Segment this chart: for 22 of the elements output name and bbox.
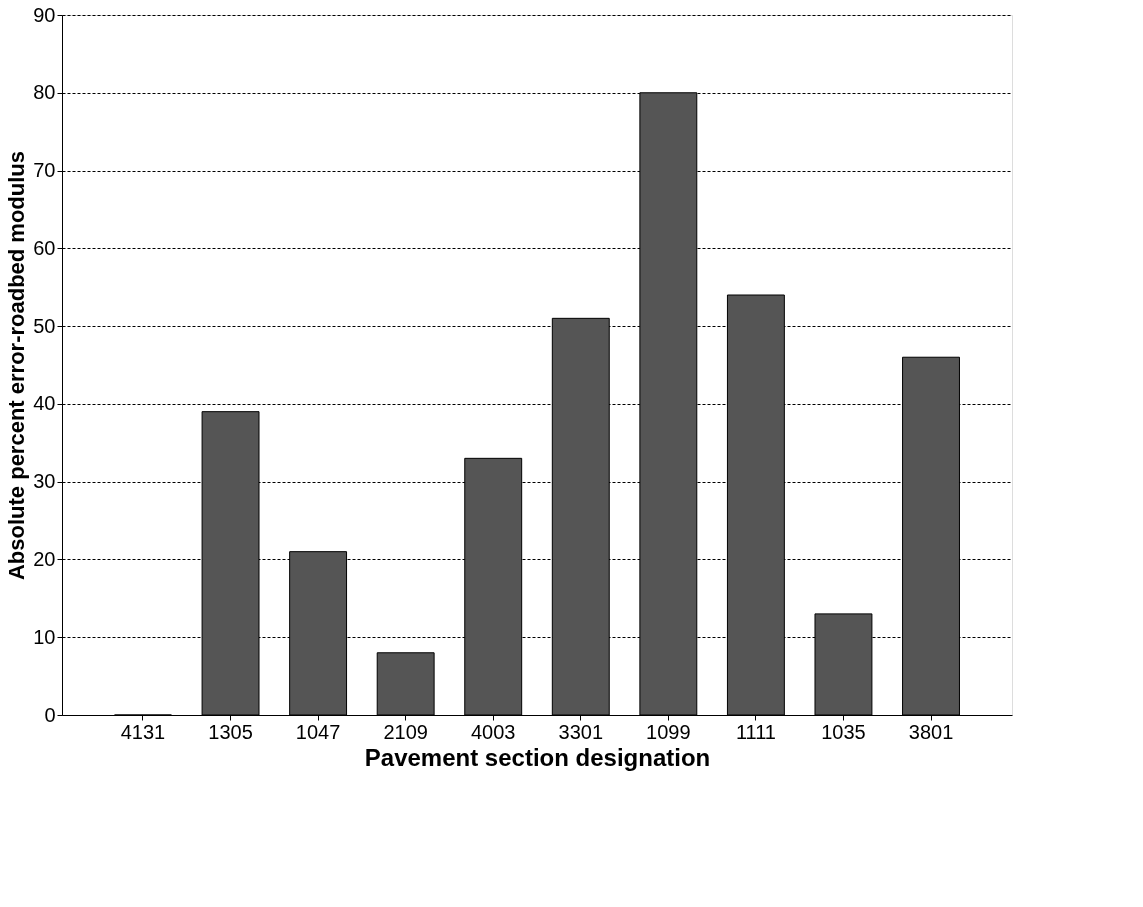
- x-tick-label: 4003: [470, 720, 516, 743]
- y-tick-label: 90: [33, 3, 56, 26]
- x-tick-label: 1111: [735, 720, 776, 743]
- x-tick-label: 3301: [558, 720, 604, 743]
- y-tick-label: 80: [33, 81, 56, 104]
- x-tick-label: 3801: [908, 720, 954, 743]
- y-tick-label: 30: [33, 470, 56, 493]
- y-tick-label: 40: [33, 392, 56, 415]
- x-tick-label: 2109: [383, 720, 428, 743]
- y-tick-label: 10: [33, 625, 56, 648]
- y-tick-label: 50: [33, 314, 56, 337]
- x-axis-title: Pavement section designation: [364, 743, 711, 771]
- y-tick-label: 0: [44, 703, 56, 726]
- y-axis-title: Absolute percent error-roadbed modulus: [4, 150, 30, 581]
- y-tick-label: 60: [33, 236, 56, 259]
- y-tick-label: 70: [33, 159, 56, 182]
- x-tick-label: 1047: [295, 720, 341, 743]
- x-tick-label: 1305: [208, 720, 253, 743]
- x-tick-label: 1099: [646, 720, 691, 743]
- x-tick-label: 4131: [120, 720, 166, 743]
- y-tick-label: 20: [33, 547, 56, 570]
- x-tick-label: 1035: [821, 720, 866, 743]
